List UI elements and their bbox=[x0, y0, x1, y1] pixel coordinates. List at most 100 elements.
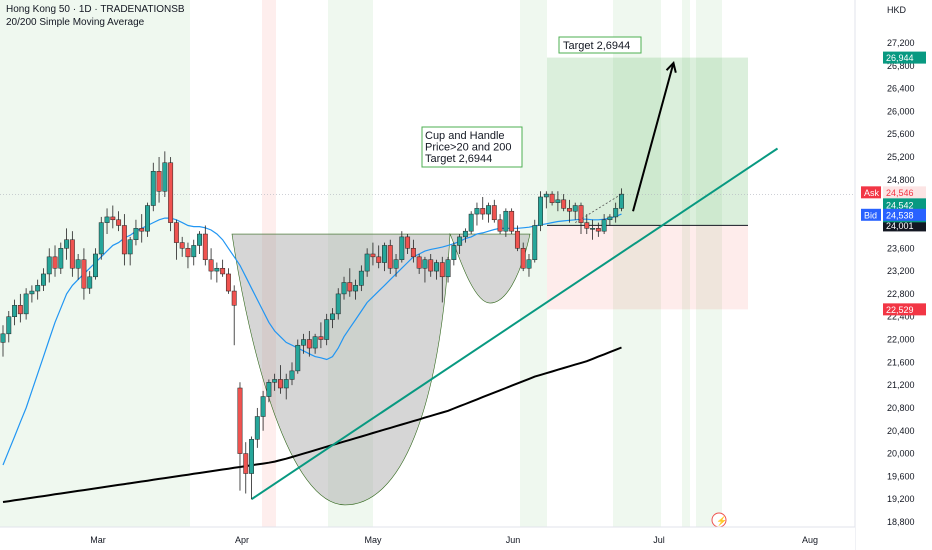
candle-body bbox=[543, 193, 549, 198]
candle bbox=[98, 216, 104, 260]
candle-body bbox=[116, 219, 122, 226]
candle-body bbox=[387, 245, 393, 269]
y-tick-label: 20,800 bbox=[887, 403, 915, 413]
target-label: Target 2,6944 bbox=[563, 40, 630, 52]
target-label-box bbox=[558, 36, 642, 54]
candle bbox=[104, 208, 110, 235]
candle-body bbox=[376, 256, 382, 263]
candle-body bbox=[150, 171, 156, 206]
candle bbox=[254, 407, 260, 448]
candle-body bbox=[462, 230, 468, 238]
candle bbox=[301, 333, 307, 354]
candle-body bbox=[277, 379, 283, 389]
candle bbox=[93, 248, 98, 280]
candle bbox=[324, 313, 330, 346]
candle-body bbox=[283, 379, 289, 389]
chart-title: Hong Kong 50 · 1D · TRADENATIONSB bbox=[6, 4, 185, 15]
candle bbox=[52, 245, 58, 277]
candle bbox=[462, 228, 468, 243]
candle bbox=[156, 157, 162, 203]
candle-body bbox=[428, 259, 434, 272]
candle-body bbox=[41, 273, 46, 286]
candle-body bbox=[93, 253, 98, 278]
y-tick-label: 25,200 bbox=[887, 152, 915, 162]
candle-body bbox=[191, 245, 197, 258]
candle bbox=[64, 228, 70, 260]
ask-price-bg bbox=[883, 186, 926, 199]
candle bbox=[46, 248, 52, 283]
x-tick-label: May bbox=[364, 535, 382, 545]
candle bbox=[613, 202, 619, 223]
candle-body bbox=[237, 387, 243, 454]
candle-body bbox=[87, 276, 93, 289]
candle bbox=[23, 288, 29, 320]
candle-body bbox=[225, 273, 231, 292]
candle-body bbox=[127, 239, 133, 255]
candle bbox=[266, 379, 272, 403]
candle bbox=[75, 253, 81, 280]
candle-body bbox=[497, 219, 503, 232]
bid-label: Bid bbox=[864, 210, 877, 220]
candle-body bbox=[64, 239, 70, 249]
target-arrow bbox=[632, 62, 675, 212]
candle bbox=[150, 162, 156, 212]
candle bbox=[202, 225, 208, 266]
candle bbox=[434, 259, 439, 280]
candle bbox=[58, 242, 64, 274]
candle bbox=[480, 196, 486, 220]
x-tick-label: Apr bbox=[235, 535, 249, 545]
candle bbox=[318, 322, 324, 349]
candle bbox=[445, 256, 451, 283]
bid-price: 24,538 bbox=[886, 210, 914, 220]
candle bbox=[578, 202, 584, 235]
cup-label-box bbox=[421, 126, 523, 168]
candle bbox=[173, 219, 179, 260]
candle-body bbox=[555, 199, 561, 203]
candle bbox=[191, 239, 197, 266]
candle-body bbox=[422, 259, 428, 269]
candle bbox=[410, 239, 416, 263]
y-tick-label: 21,200 bbox=[887, 380, 915, 390]
x-tick-label: Jul bbox=[653, 535, 665, 545]
candle bbox=[231, 285, 237, 346]
stop-price-tag: 22,529 bbox=[886, 305, 914, 315]
candle bbox=[6, 311, 12, 343]
target-arrowhead bbox=[665, 60, 677, 73]
ask-label: Ask bbox=[864, 188, 880, 198]
candle bbox=[133, 219, 139, 246]
candle bbox=[526, 253, 532, 277]
candle bbox=[110, 205, 116, 229]
candle bbox=[607, 214, 613, 226]
candle-body bbox=[590, 228, 596, 230]
candle bbox=[503, 208, 509, 237]
candle bbox=[272, 373, 278, 391]
stop-zone bbox=[547, 225, 748, 310]
candle bbox=[162, 151, 168, 197]
indicator-legend[interactable]: 20/200 Simple Moving Average bbox=[6, 17, 145, 28]
candle-body bbox=[416, 256, 422, 269]
candle bbox=[347, 268, 353, 297]
candle-body bbox=[243, 453, 249, 474]
candle-body bbox=[266, 382, 272, 397]
candle-body bbox=[12, 305, 18, 317]
y-tick-label: 26,400 bbox=[887, 84, 915, 94]
candle-body bbox=[347, 282, 353, 292]
candle-body bbox=[29, 290, 35, 295]
candle-body bbox=[98, 222, 104, 255]
candle-body bbox=[312, 336, 318, 349]
candle bbox=[555, 191, 561, 212]
candle bbox=[225, 268, 231, 294]
candle bbox=[341, 276, 347, 300]
candle-body bbox=[52, 256, 58, 269]
cup-label-line: Price>20 and 200 bbox=[425, 142, 512, 154]
currency-label[interactable]: HKD bbox=[886, 5, 906, 15]
candle bbox=[81, 248, 87, 300]
candle bbox=[422, 256, 428, 283]
candle bbox=[249, 436, 254, 500]
candle-body bbox=[393, 259, 399, 269]
candle bbox=[220, 259, 226, 277]
candle bbox=[468, 211, 474, 235]
candle bbox=[277, 365, 283, 394]
y-tick-label: 27,200 bbox=[887, 38, 915, 48]
